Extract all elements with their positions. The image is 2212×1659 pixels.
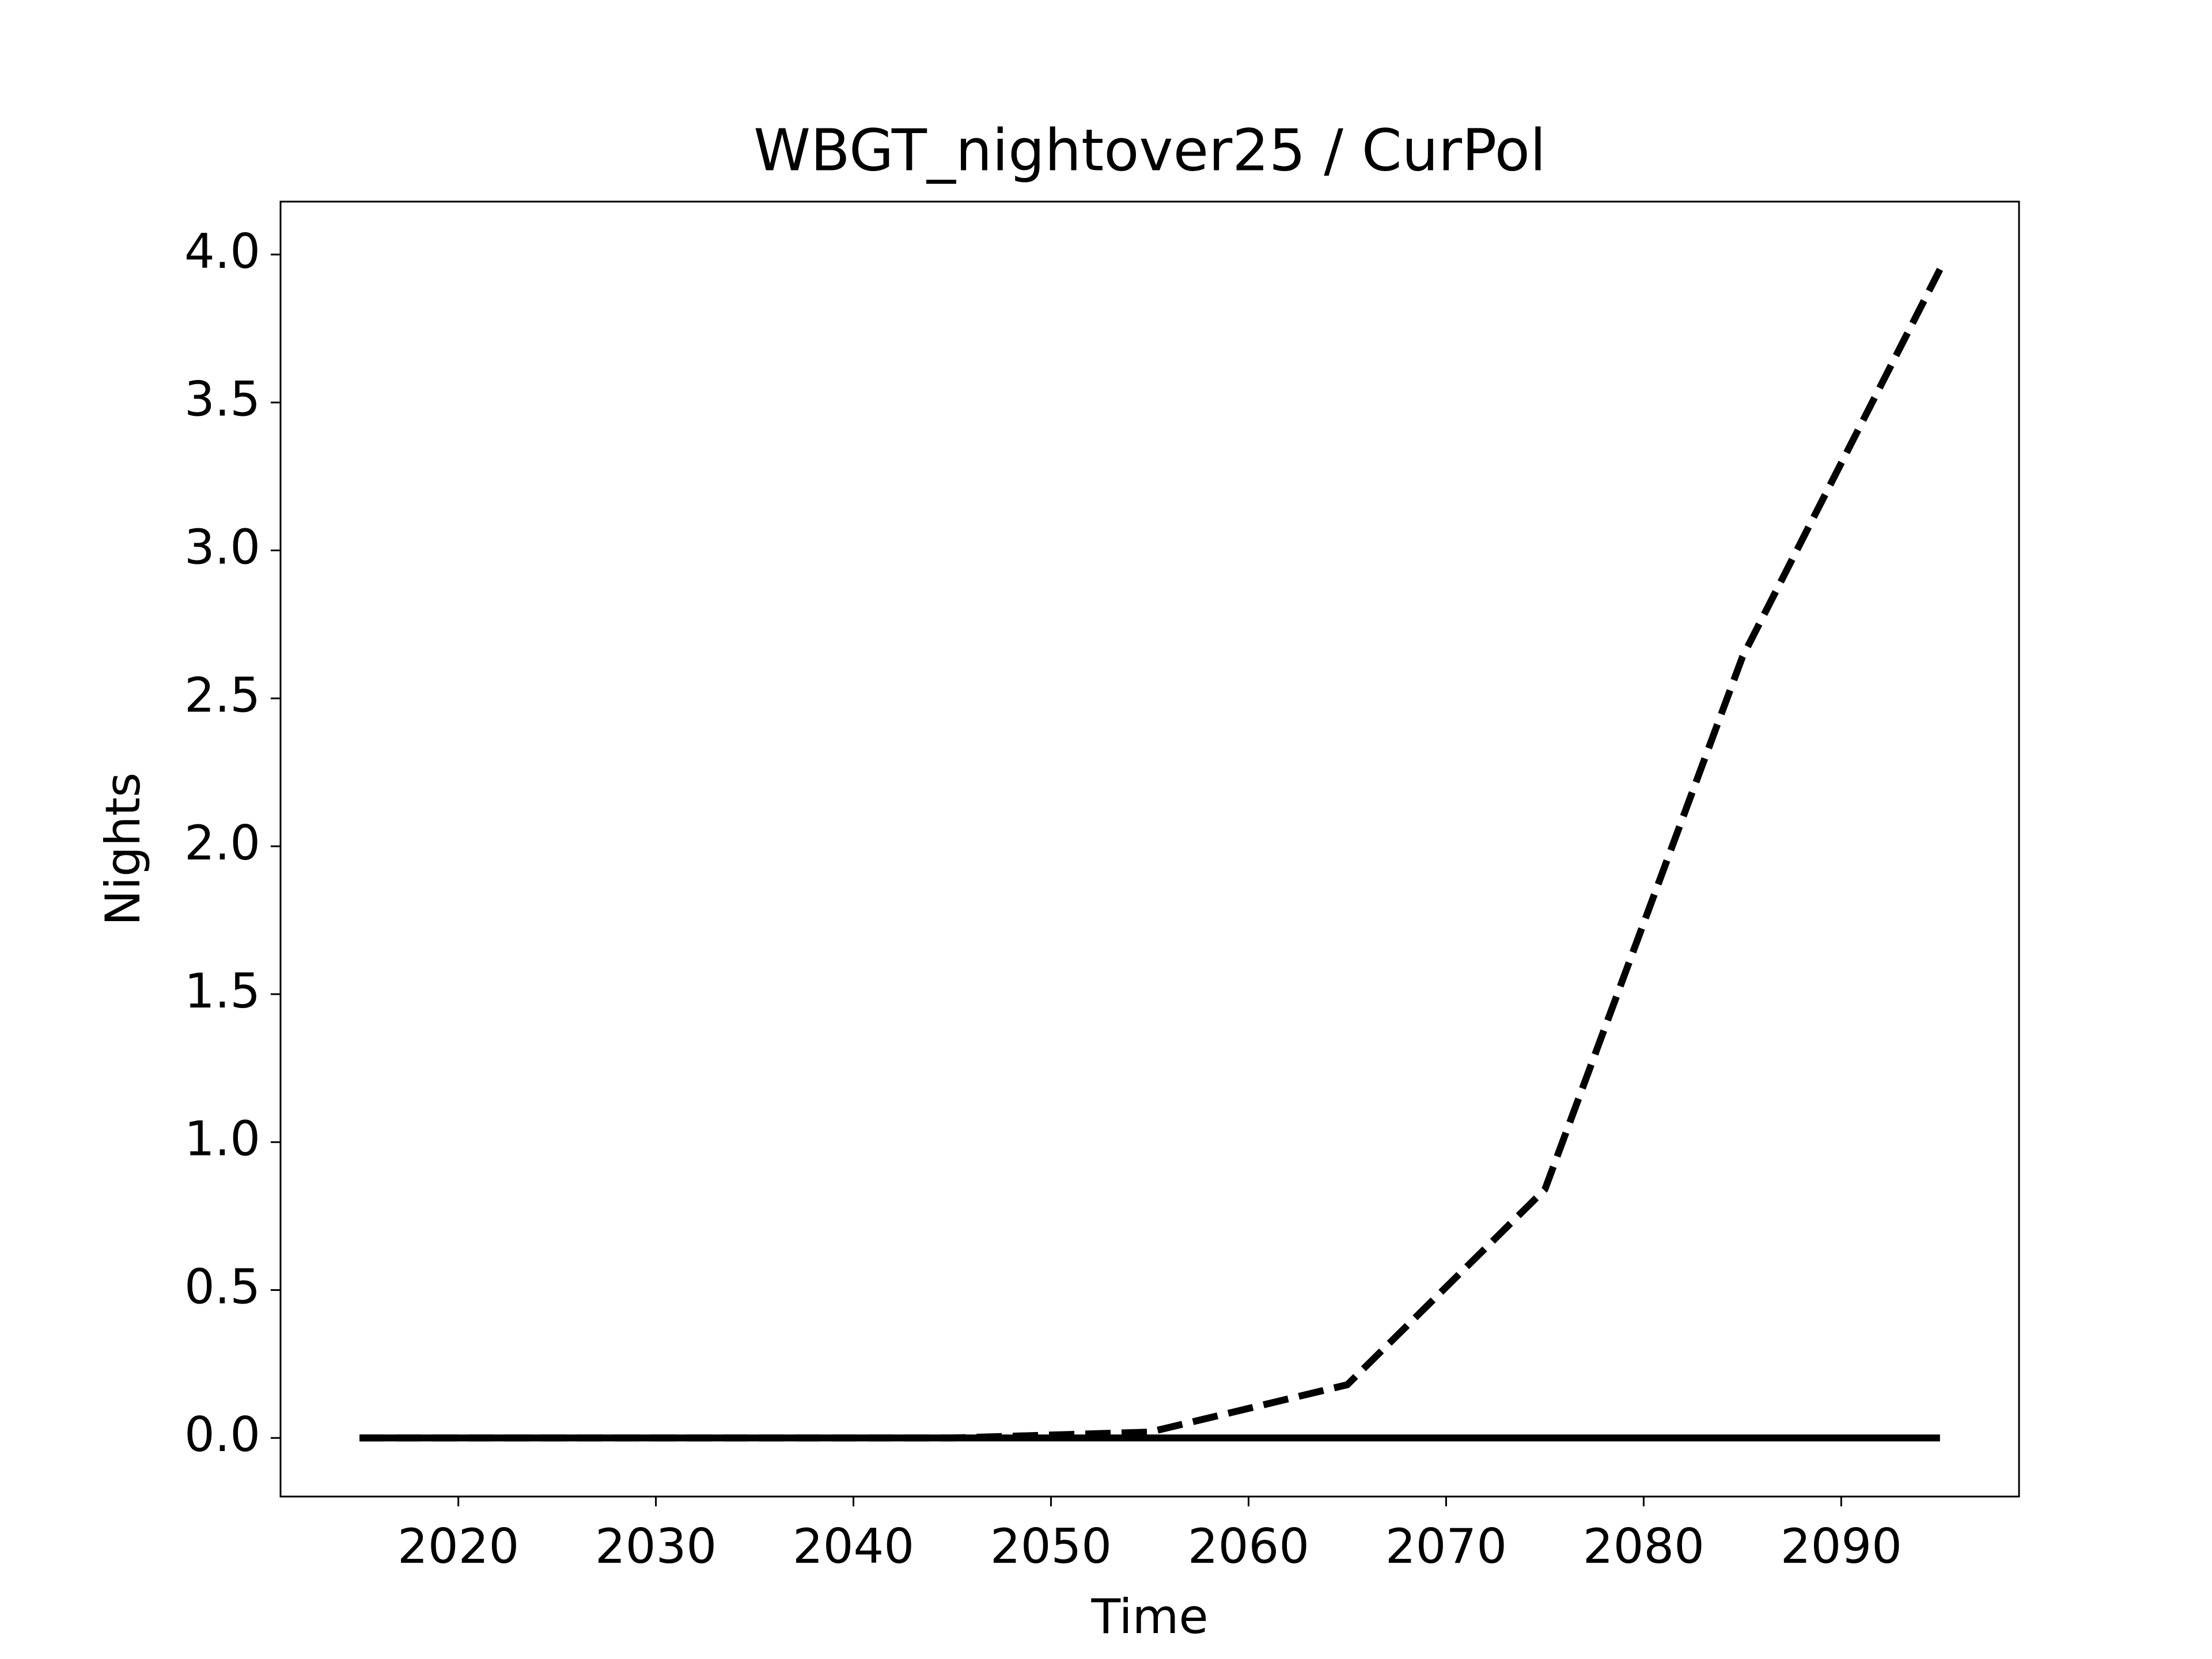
x-tick-label: 2040 xyxy=(793,1518,914,1574)
y-tick-label: 1.5 xyxy=(184,963,260,1019)
x-tick-label: 2060 xyxy=(1188,1518,1309,1574)
y-tick-label: 0.5 xyxy=(184,1259,260,1315)
x-tick-label: 2030 xyxy=(595,1518,717,1574)
y-tick-label: 2.5 xyxy=(184,667,260,723)
x-tick-label: 2070 xyxy=(1385,1518,1507,1574)
x-tick-label: 2090 xyxy=(1781,1518,1902,1574)
y-tick-label: 4.0 xyxy=(184,224,260,279)
plot-frame xyxy=(279,200,2020,1498)
x-tick-label: 2050 xyxy=(990,1518,1112,1574)
x-axis-label: Time xyxy=(1090,1589,1208,1645)
y-tick-label: 3.0 xyxy=(184,519,260,575)
y-tick-label: 3.5 xyxy=(184,372,260,427)
y-tick-label: 2.0 xyxy=(184,815,260,871)
y-tick-label: 1.0 xyxy=(184,1111,260,1167)
y-axis-label: Nights xyxy=(95,772,151,926)
x-tick-label: 2020 xyxy=(397,1518,519,1574)
chart-title: WBGT_nightover25 / CurPol xyxy=(753,116,1546,184)
y-tick-label: 0.0 xyxy=(184,1407,260,1463)
x-tick-label: 2080 xyxy=(1583,1518,1705,1574)
